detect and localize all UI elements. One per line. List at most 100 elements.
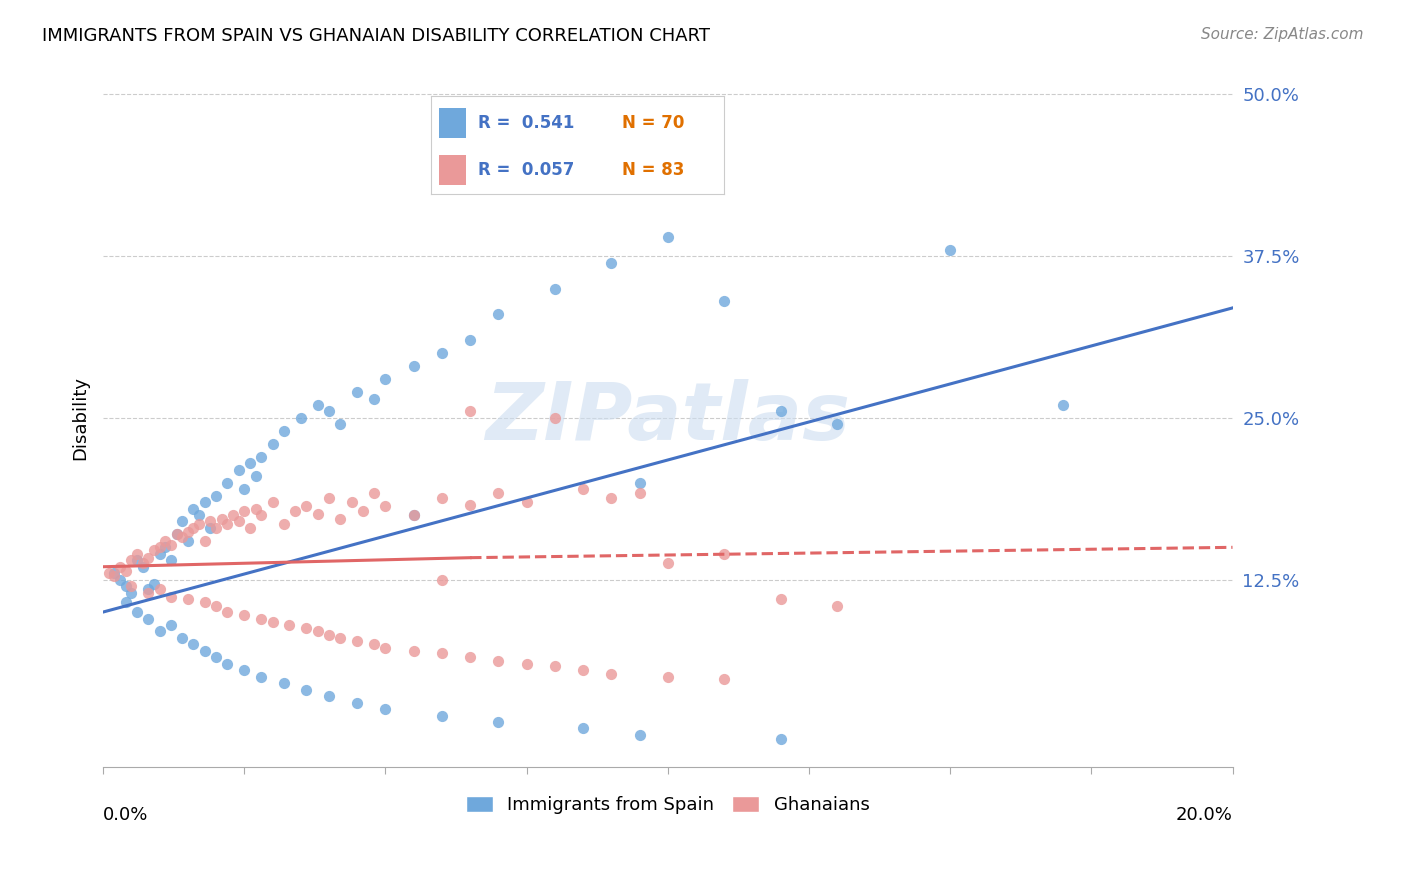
Point	[233, 607, 256, 622]
Point	[194, 644, 217, 658]
Point	[295, 499, 318, 513]
Point	[600, 255, 623, 269]
Point	[486, 654, 509, 668]
Point	[103, 566, 125, 581]
Point	[125, 553, 148, 567]
Point	[657, 670, 679, 684]
Point	[233, 663, 256, 677]
Text: 20.0%: 20.0%	[1175, 806, 1233, 824]
Point	[142, 576, 165, 591]
Point	[628, 728, 651, 742]
Point	[172, 631, 194, 645]
Point	[250, 611, 273, 625]
Point	[149, 582, 172, 596]
Point	[600, 491, 623, 505]
Text: Source: ZipAtlas.com: Source: ZipAtlas.com	[1201, 27, 1364, 42]
Point	[516, 657, 538, 671]
Point	[346, 633, 368, 648]
Point	[825, 599, 848, 613]
Point	[194, 533, 217, 548]
Point	[160, 553, 183, 567]
Point	[188, 516, 211, 531]
Point	[486, 486, 509, 500]
Point	[114, 579, 136, 593]
Point	[430, 573, 453, 587]
Point	[402, 508, 425, 522]
Point	[825, 417, 848, 432]
Point	[217, 605, 239, 619]
Point	[458, 404, 481, 418]
Point	[155, 541, 177, 555]
Point	[125, 547, 148, 561]
Point	[516, 495, 538, 509]
Point	[205, 599, 228, 613]
Legend: Immigrants from Spain, Ghanaians: Immigrants from Spain, Ghanaians	[458, 789, 877, 822]
Point	[131, 556, 153, 570]
Point	[363, 486, 385, 500]
Point	[657, 556, 679, 570]
Point	[329, 417, 352, 432]
Point	[245, 469, 267, 483]
Point	[769, 404, 792, 418]
Point	[125, 605, 148, 619]
Point	[136, 611, 159, 625]
Point	[572, 722, 595, 736]
Point	[273, 676, 295, 690]
Point	[149, 541, 172, 555]
Point	[245, 501, 267, 516]
Point	[103, 569, 125, 583]
Point	[136, 582, 159, 596]
Point	[131, 559, 153, 574]
Point	[183, 521, 205, 535]
Point	[374, 702, 396, 716]
Point	[544, 659, 567, 673]
Point	[211, 512, 233, 526]
Point	[600, 667, 623, 681]
Point	[250, 508, 273, 522]
Point	[262, 437, 284, 451]
Point	[374, 641, 396, 656]
Point	[155, 533, 177, 548]
Point	[172, 530, 194, 544]
Point	[120, 579, 142, 593]
Text: IMMIGRANTS FROM SPAIN VS GHANAIAN DISABILITY CORRELATION CHART: IMMIGRANTS FROM SPAIN VS GHANAIAN DISABI…	[42, 27, 710, 45]
Point	[262, 495, 284, 509]
Point	[108, 559, 131, 574]
Point	[713, 294, 735, 309]
Point	[628, 475, 651, 490]
Point	[183, 501, 205, 516]
Point	[273, 516, 295, 531]
Point	[458, 650, 481, 665]
Point	[458, 498, 481, 512]
Point	[572, 663, 595, 677]
Point	[97, 566, 120, 581]
Point	[295, 621, 318, 635]
Point	[239, 521, 262, 535]
Point	[120, 553, 142, 567]
Point	[329, 631, 352, 645]
Point	[166, 527, 188, 541]
Point	[352, 504, 374, 518]
Point	[458, 333, 481, 347]
Point	[290, 411, 312, 425]
Point	[160, 590, 183, 604]
Point	[374, 372, 396, 386]
Point	[1052, 398, 1074, 412]
Point	[262, 615, 284, 630]
Point	[222, 508, 245, 522]
Point	[430, 647, 453, 661]
Point	[205, 521, 228, 535]
Point	[284, 504, 307, 518]
Point	[318, 404, 340, 418]
Point	[939, 243, 962, 257]
Y-axis label: Disability: Disability	[72, 376, 89, 460]
Point	[250, 450, 273, 464]
Point	[329, 512, 352, 526]
Point	[233, 504, 256, 518]
Point	[363, 637, 385, 651]
Point	[402, 359, 425, 373]
Point	[402, 508, 425, 522]
Point	[194, 495, 217, 509]
Point	[340, 495, 363, 509]
Text: ZIPatlas: ZIPatlas	[485, 379, 851, 457]
